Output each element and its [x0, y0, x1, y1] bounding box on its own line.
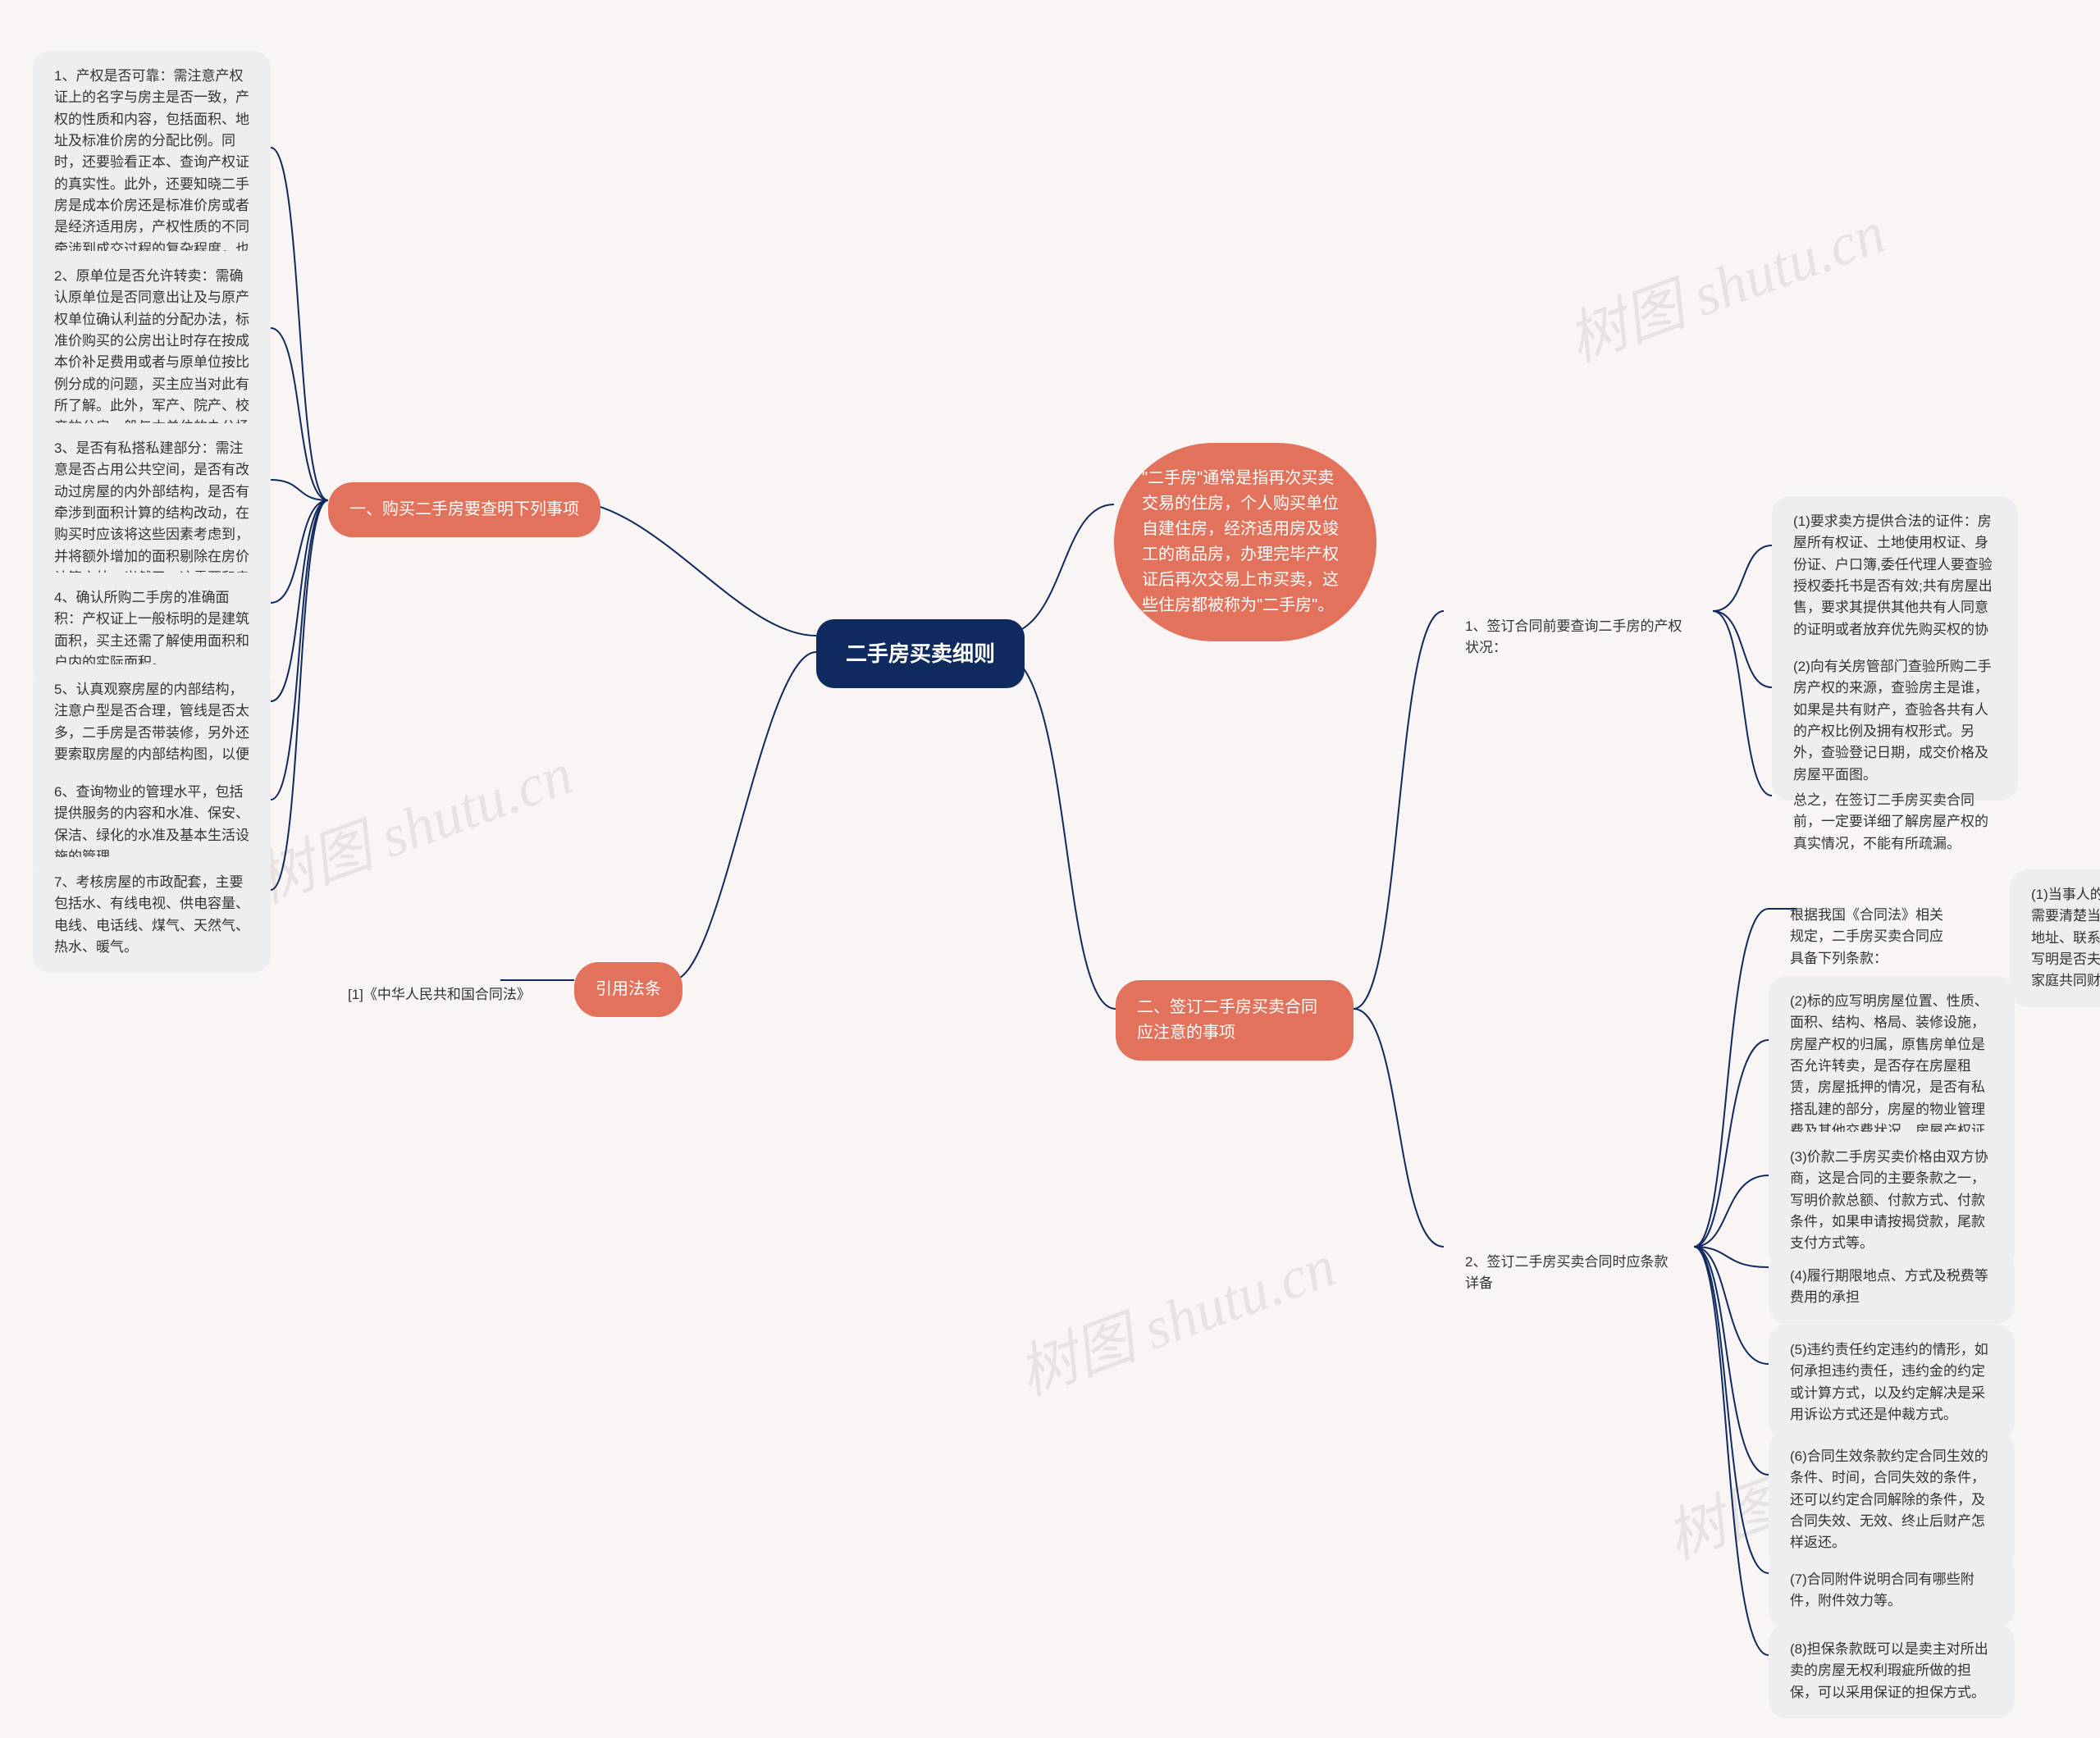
root-node[interactable]: 二手房买卖细则: [816, 619, 1025, 688]
branch2-sec1-c: 总之，在签订二手房买卖合同前，一定要详细了解房屋产权的真实情况，不能有所疏漏。: [1772, 775, 2018, 869]
branch2-sec2-e: (4)履行期限地点、方式及税费等费用的承担: [1769, 1251, 2015, 1324]
branch2-sec2-h: (7)合同附件说明合同有哪些附件，附件效力等。: [1769, 1554, 2015, 1627]
branch2-sec2-b: (1)当事人的名称或姓名、住所，需要清楚当事人的具体情况，如地址、联系方式、身份…: [2010, 869, 2100, 1007]
branch2-sec2-g: (6)合同生效条款约定合同生效的条件、时间，合同失效的条件，还可以约定合同解除的…: [1769, 1431, 2015, 1569]
watermark: 树图 shutu.cn: [1004, 1217, 1345, 1412]
intro-node[interactable]: "二手房"通常是指再次买卖交易的住房，个人购买单位自建住房，经济适用房及竣工的商…: [1114, 443, 1376, 641]
branch2-sec2-d: (3)价款二手房买卖价格由双方协商，这是合同的主要条款之一，写明价款总额、付款方…: [1769, 1132, 2015, 1270]
branch2-sec2-a: 根据我国《合同法》相关规定，二手房买卖合同应具备下列条款：: [1769, 890, 1970, 984]
branch2-node[interactable]: 二、签订二手房买卖合同应注意的事项: [1116, 980, 1354, 1061]
branch3-node[interactable]: 引用法条: [574, 962, 682, 1017]
branch2-sec1-title: 1、签订合同前要查询二手房的产权状况：: [1444, 601, 1714, 674]
branch1-node[interactable]: 一、购买二手房要查明下列事项: [328, 482, 600, 537]
watermark: 树图 shutu.cn: [241, 725, 582, 919]
watermark: 树图 shutu.cn: [1554, 184, 1895, 378]
branch3-item: [1]《中华人民共和国合同法》: [326, 969, 552, 1020]
branch2-sec2-f: (5)违约责任约定违约的情形，如何承担违约责任，违约金的约定或计算方式，以及约定…: [1769, 1325, 2015, 1440]
branch1-item-7: 7、考核房屋的市政配套，主要包括水、有线电视、供电容量、电线、电话线、煤气、天然…: [33, 857, 271, 973]
branch2-sec2-title: 2、签订二手房买卖合同时应条款详备: [1444, 1237, 1698, 1310]
branch2-sec2-i: (8)担保条款既可以是卖主对所出卖的房屋无权利瑕疵所做的担保，可以采用保证的担保…: [1769, 1624, 2015, 1718]
